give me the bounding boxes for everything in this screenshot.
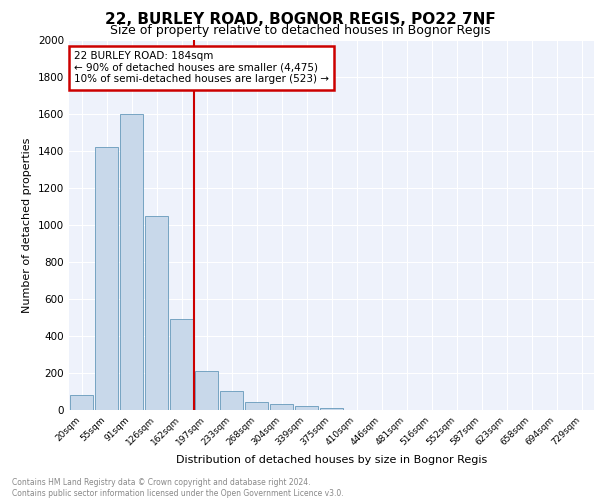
X-axis label: Distribution of detached houses by size in Bognor Regis: Distribution of detached houses by size … xyxy=(176,456,487,466)
Bar xyxy=(195,371,218,410)
Bar xyxy=(295,406,318,410)
Bar xyxy=(170,320,193,410)
Bar xyxy=(270,404,293,410)
Y-axis label: Number of detached properties: Number of detached properties xyxy=(22,138,32,312)
Bar xyxy=(220,390,243,410)
Bar xyxy=(70,395,93,410)
Text: Size of property relative to detached houses in Bognor Regis: Size of property relative to detached ho… xyxy=(110,24,490,37)
Bar xyxy=(245,402,268,410)
Bar xyxy=(95,148,118,410)
Bar xyxy=(120,114,143,410)
Text: Contains HM Land Registry data © Crown copyright and database right 2024.
Contai: Contains HM Land Registry data © Crown c… xyxy=(12,478,344,498)
Bar xyxy=(145,216,168,410)
Text: 22 BURLEY ROAD: 184sqm
← 90% of detached houses are smaller (4,475)
10% of semi-: 22 BURLEY ROAD: 184sqm ← 90% of detached… xyxy=(74,51,329,84)
Bar xyxy=(320,408,343,410)
Text: 22, BURLEY ROAD, BOGNOR REGIS, PO22 7NF: 22, BURLEY ROAD, BOGNOR REGIS, PO22 7NF xyxy=(104,12,496,26)
